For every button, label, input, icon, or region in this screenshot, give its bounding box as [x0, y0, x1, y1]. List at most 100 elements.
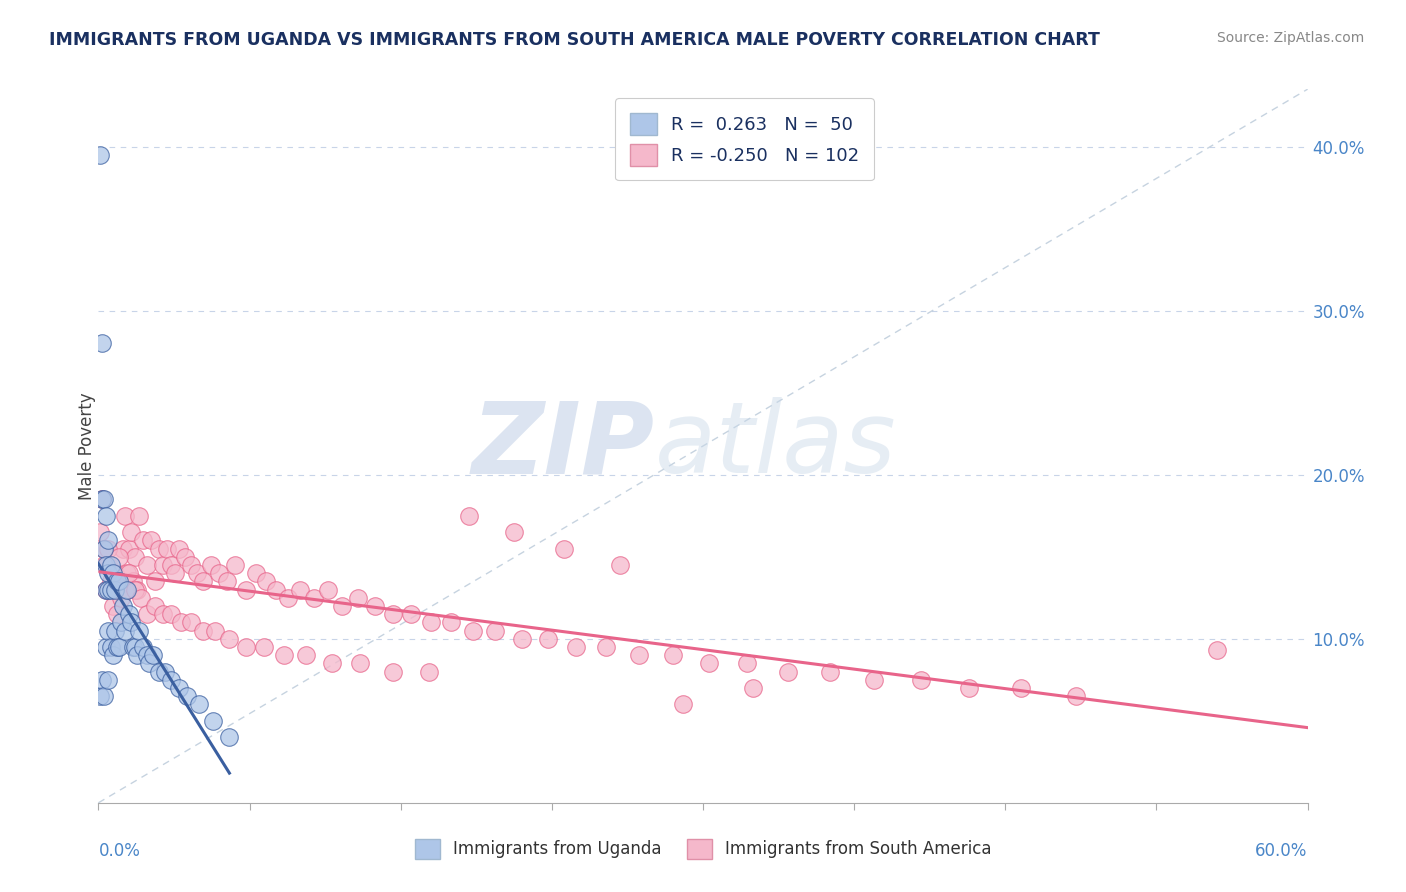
Point [97, 566, 120, 581]
Legend: Immigrants from Uganda, Immigrants from South America: Immigrants from Uganda, Immigrants from … [408, 832, 998, 866]
Point [148, 541, 170, 556]
Point [100, 582, 122, 597]
Point [139, 533, 162, 548]
Point [132, 533, 155, 548]
Point [110, 591, 132, 605]
Point [776, 665, 799, 679]
Point [115, 582, 138, 597]
Point [188, 698, 211, 712]
Point [217, 574, 239, 589]
Point [463, 624, 485, 638]
Point [277, 591, 299, 605]
Point [186, 566, 208, 581]
Point [135, 607, 157, 622]
Point [121, 640, 143, 654]
Point [138, 657, 160, 671]
Point [167, 681, 190, 695]
Text: ZIP: ZIP [471, 398, 655, 494]
Point [218, 730, 240, 744]
Point [321, 657, 343, 671]
Point [111, 541, 134, 556]
Y-axis label: Male Poverty: Male Poverty [79, 392, 96, 500]
Point [399, 607, 422, 622]
Point [910, 673, 932, 687]
Point [502, 525, 524, 540]
Point [818, 665, 841, 679]
Point [1064, 689, 1087, 703]
Point [97, 558, 120, 572]
Point [118, 566, 141, 581]
Point [553, 541, 575, 556]
Point [91, 673, 114, 687]
Point [253, 640, 276, 654]
Point [101, 566, 124, 581]
Point [118, 607, 141, 622]
Point [91, 492, 114, 507]
Point [107, 549, 129, 564]
Point [148, 665, 170, 679]
Point [93, 541, 115, 556]
Point [135, 648, 157, 662]
Point [128, 624, 150, 638]
Point [565, 640, 588, 654]
Point [97, 624, 120, 638]
Point [363, 599, 385, 613]
Point [167, 541, 190, 556]
Text: IMMIGRANTS FROM UGANDA VS IMMIGRANTS FROM SOUTH AMERICA MALE POVERTY CORRELATION: IMMIGRANTS FROM UGANDA VS IMMIGRANTS FRO… [49, 31, 1099, 49]
Point [91, 336, 114, 351]
Point [1010, 681, 1032, 695]
Point [627, 648, 650, 662]
Point [264, 582, 287, 597]
Point [120, 615, 142, 630]
Point [125, 582, 148, 597]
Point [742, 681, 765, 695]
Point [129, 591, 152, 605]
Point [135, 558, 157, 572]
Point [288, 582, 311, 597]
Point [93, 492, 115, 507]
Point [101, 599, 124, 613]
Point [103, 566, 125, 581]
Point [737, 657, 759, 671]
Point [93, 558, 115, 572]
Point [97, 673, 120, 687]
Point [204, 624, 226, 638]
Point [163, 566, 186, 581]
Point [89, 689, 111, 703]
Point [153, 665, 176, 679]
Point [124, 549, 146, 564]
Point [160, 558, 183, 572]
Point [132, 640, 155, 654]
Point [93, 541, 115, 556]
Point [97, 582, 120, 597]
Point [200, 558, 222, 572]
Point [100, 640, 122, 654]
Point [254, 574, 277, 589]
Point [349, 657, 371, 671]
Point [156, 541, 179, 556]
Point [110, 615, 132, 630]
Point [537, 632, 560, 646]
Point [120, 525, 142, 540]
Point [125, 648, 148, 662]
Point [91, 492, 114, 507]
Point [114, 624, 136, 638]
Point [128, 508, 150, 523]
Text: 60.0%: 60.0% [1256, 842, 1308, 860]
Point [152, 607, 174, 622]
Point [89, 148, 111, 162]
Point [957, 681, 980, 695]
Point [152, 558, 174, 572]
Point [97, 533, 120, 548]
Point [105, 574, 128, 589]
Point [273, 648, 295, 662]
Point [193, 574, 215, 589]
Point [103, 574, 125, 589]
Point [143, 574, 166, 589]
Point [224, 558, 246, 572]
Point [245, 566, 267, 581]
Point [420, 615, 443, 630]
Point [93, 689, 115, 703]
Point [107, 582, 129, 597]
Point [100, 574, 122, 589]
